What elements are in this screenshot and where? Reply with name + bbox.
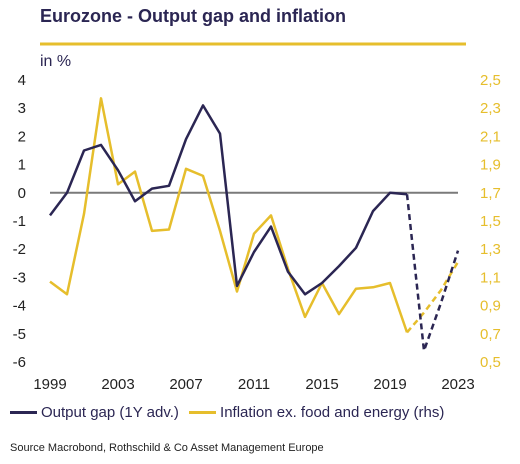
x-tick-label: 2019: [373, 376, 406, 393]
legend-label-inflation: Inflation ex. food and energy (rhs): [220, 404, 445, 421]
legend-swatch-output-gap: [10, 411, 37, 414]
legend-swatch-inflation: [189, 411, 217, 414]
y-tick-label: -6: [13, 354, 26, 371]
x-tick-label: 2003: [101, 376, 134, 393]
source-note: Source Macrobond, Rothschild & Co Asset …: [10, 442, 324, 454]
chart-canvas: 4 3 2 1 0 -1 -2 -3 -4 -5 -6 2,5 2,3 2,1 1,9 1,7 1,5 1,3 1…: [13, 42, 501, 393]
series-line-output-gap-forecast: [405, 194, 460, 352]
y-tick-label: -5: [13, 326, 26, 343]
y2-tick-label: 2,1: [480, 128, 501, 145]
y2-tick-label: 1,3: [480, 241, 501, 258]
series-line-output-gap: [49, 104, 408, 296]
series-line-inflation: [49, 97, 409, 333]
x-tick-label: 2011: [238, 376, 270, 393]
legend-item-inflation: Inflation ex. food and energy (rhs): [189, 404, 444, 421]
y-tick-label: 2: [18, 128, 26, 145]
x-tick-label: 1999: [33, 376, 66, 393]
legend: Output gap (1Y adv.) Inflation ex. food …: [10, 401, 450, 421]
y-tick-label: -3: [13, 269, 26, 286]
y2-tick-label: 1,7: [480, 185, 501, 202]
y-tick-label: 3: [18, 100, 26, 117]
y2-tick-label: 2,3: [480, 100, 501, 117]
x-tick-label: 2015: [305, 376, 338, 393]
x-tick-label: 2023: [441, 376, 474, 393]
y2-tick-label: 0,7: [480, 326, 501, 343]
y2-tick-label: 2,5: [480, 72, 501, 89]
y-tick-label: -1: [13, 213, 26, 230]
y2-tick-label: 0,9: [480, 298, 501, 315]
y-tick-label: -4: [13, 298, 26, 315]
legend-item-output-gap: Output gap (1Y adv.): [10, 404, 179, 421]
y2-tick-label: 1,5: [480, 213, 501, 230]
y2-tick-label: 0,5: [480, 354, 501, 371]
y2-tick-label: 1,9: [480, 157, 501, 174]
unit-label: in %: [40, 53, 72, 70]
x-tick-label: 2007: [169, 376, 202, 393]
y-tick-label: -2: [13, 241, 26, 258]
y-tick-label: 4: [18, 72, 26, 89]
series-line-inflation-forecast: [406, 261, 460, 334]
legend-label-output-gap: Output gap (1Y adv.): [41, 404, 179, 421]
y-tick-label: 0: [18, 185, 26, 202]
chart-title: Eurozone - Output gap and inflation: [40, 6, 346, 26]
y2-tick-label: 1,1: [480, 269, 501, 286]
y-tick-label: 1: [18, 157, 26, 174]
